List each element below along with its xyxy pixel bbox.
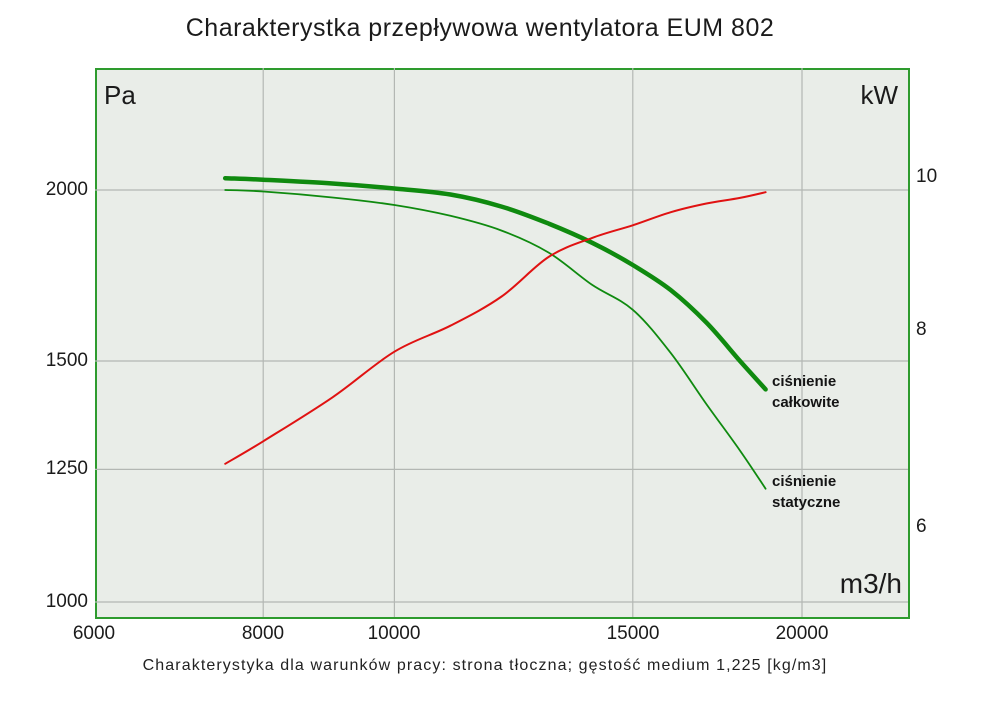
total-pressure-label-line1: ciśnienie [772, 373, 837, 390]
y-left-tick-2000: 2000 [45, 179, 88, 200]
x-tick-10000: 10000 [367, 623, 421, 644]
total-pressure-curve-label: ciśnienie całkowite [772, 371, 840, 413]
static-pressure-curve-label: ciśnienie statyczne [772, 471, 840, 513]
right-axis-unit-label: kW [860, 80, 898, 110]
x-tick-20000: 20000 [775, 623, 829, 644]
y-right-tick-8: 8 [916, 319, 927, 340]
static-pressure-label-line1: ciśnienie [772, 473, 837, 490]
static-pressure-label-line2: statyczne [772, 494, 841, 511]
total-pressure-label-line2: całkowite [772, 394, 840, 411]
y-left-tick-1000: 1000 [45, 591, 88, 612]
chart-caption: Charakterystyka dla warunków pracy: stro… [142, 657, 828, 674]
y-right-tick-6: 6 [916, 516, 927, 537]
x-axis-unit-label: m3/h [839, 568, 902, 599]
left-axis-unit-label: Pa [104, 80, 136, 110]
y-right-tick-10: 10 [916, 166, 938, 187]
y-left-tick-1500: 1500 [45, 350, 88, 371]
plot-area [95, 68, 910, 619]
x-tick-15000: 15000 [606, 623, 660, 644]
x-tick-8000: 8000 [241, 623, 285, 644]
x-tick-6000: 6000 [72, 623, 116, 644]
y-left-tick-1250: 1250 [45, 458, 88, 479]
chart-title: Charakterystka przepływowa wentylatora E… [185, 14, 775, 42]
